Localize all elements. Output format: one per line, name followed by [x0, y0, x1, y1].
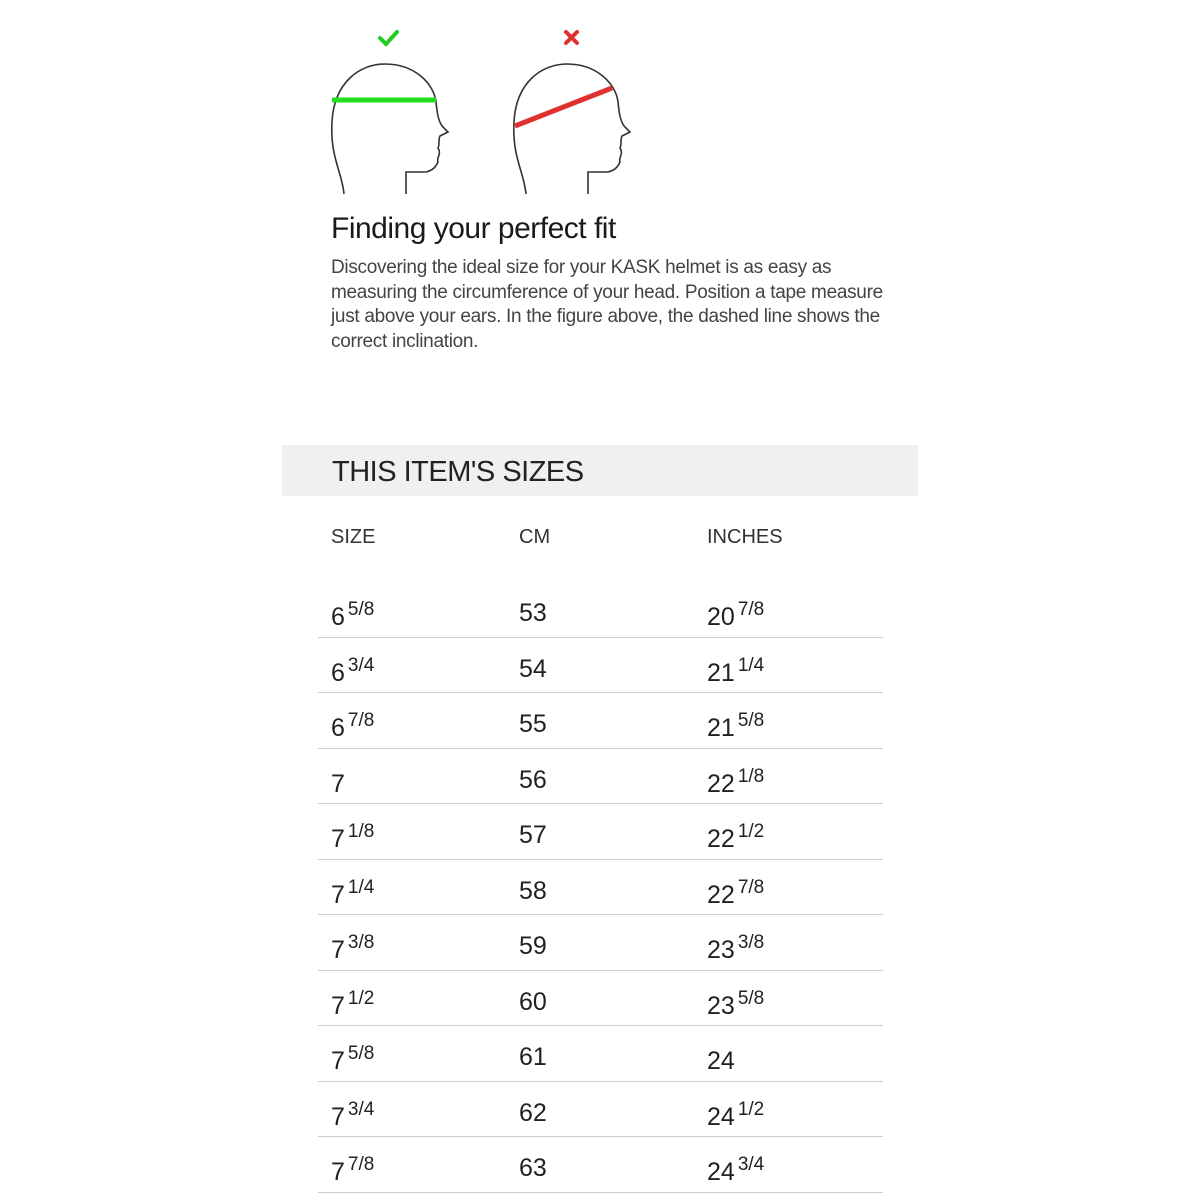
cm-cell: 58: [519, 876, 547, 905]
table-row: 7 1/8 57 22 1/2: [318, 803, 883, 860]
size-cell: 7: [331, 766, 348, 799]
size-cell: 7 5/8: [331, 1043, 374, 1076]
col-header-inches: INCHES: [707, 526, 783, 548]
cm-cell: 53: [519, 599, 547, 627]
head-measurement-illustration: [331, 30, 632, 195]
cm-cell: 59: [519, 932, 547, 960]
table-row: 7 56 22 1/8: [318, 748, 883, 804]
cm-cell: 62: [519, 1098, 547, 1127]
correct-head-figure: [331, 30, 450, 195]
inches-cell: 23 5/8: [707, 988, 764, 1021]
wrong-head-figure: [513, 30, 632, 195]
size-cell: 7 1/8: [331, 821, 374, 854]
size-cell: 7 3/4: [331, 1099, 374, 1132]
sizes-title: THIS ITEM'S SIZES: [332, 456, 584, 488]
col-header-size: SIZE: [331, 526, 376, 548]
cross-icon: [564, 30, 579, 45]
inches-whole: 23: [707, 936, 735, 964]
inches-whole: 22: [707, 769, 735, 798]
size-whole: 6: [331, 658, 345, 687]
wrong-measure-line: [514, 85, 613, 129]
size-fraction: 3/8: [347, 932, 375, 953]
table-row: 7 3/8 59 23 3/8: [318, 914, 883, 971]
size-cell: 6 3/4: [331, 655, 374, 688]
size-whole: 6: [331, 714, 345, 742]
size-cell: 6 5/8: [331, 599, 374, 632]
inches-fraction: 1/4: [737, 654, 765, 676]
size-fraction: 3/4: [347, 1098, 375, 1120]
size-cell: 7 1/4: [331, 877, 374, 910]
size-cell: 6 7/8: [331, 710, 374, 743]
cm-cell: 55: [519, 710, 547, 738]
checkmark-icon: [378, 30, 399, 47]
size-fraction: 7/8: [347, 1154, 375, 1175]
sizes-header-band: THIS ITEM'S SIZES: [282, 445, 918, 496]
fit-title: Finding your perfect fit: [331, 212, 616, 245]
inches-cell: 21 5/8: [707, 710, 764, 743]
inches-cell: 20 7/8: [707, 599, 764, 632]
table-row: 7 1/2 60 23 5/8: [318, 970, 883, 1026]
inches-fraction: 7/8: [737, 599, 765, 620]
inches-fraction: 5/8: [737, 987, 765, 1009]
inches-fraction: 1/2: [737, 821, 765, 842]
size-fraction: 1/8: [347, 821, 375, 842]
size-whole: 7: [331, 1102, 345, 1131]
inches-cell: 22 7/8: [707, 877, 764, 910]
inches-whole: 22: [707, 880, 735, 909]
size-whole: 7: [331, 1047, 345, 1075]
inches-cell: 23 3/8: [707, 932, 764, 965]
size-whole: 7: [331, 825, 345, 853]
inches-fraction: 1/2: [737, 1098, 765, 1120]
inches-fraction: 3/8: [737, 932, 765, 953]
inches-whole: 24: [707, 1158, 735, 1186]
inches-whole: 24: [707, 1102, 735, 1131]
cm-cell: 56: [519, 765, 547, 794]
inches-whole: 22: [707, 825, 735, 853]
size-fraction: 7/8: [347, 710, 375, 731]
inches-whole: 23: [707, 991, 735, 1020]
inches-fraction: 5/8: [737, 710, 765, 731]
size-fraction: 3/4: [347, 654, 375, 676]
cm-cell: 54: [519, 654, 547, 683]
size-fraction: 5/8: [347, 599, 375, 620]
table-row: 7 5/8 61 24: [318, 1025, 883, 1082]
cm-cell: 60: [519, 987, 547, 1016]
size-cell: 7 3/8: [331, 932, 374, 965]
inches-whole: 24: [707, 1047, 735, 1075]
size-whole: 7: [331, 769, 345, 798]
col-header-cm: CM: [519, 526, 551, 548]
inches-cell: 24 3/4: [707, 1154, 764, 1187]
size-cell: 7 7/8: [331, 1154, 374, 1187]
table-row: 7 1/4 58 22 7/8: [318, 859, 883, 915]
size-whole: 6: [331, 603, 345, 631]
size-fraction: 1/2: [347, 987, 375, 1009]
cm-cell: 57: [519, 821, 547, 849]
inches-fraction: 7/8: [737, 876, 765, 898]
inches-cell: 24 1/2: [707, 1099, 764, 1132]
table-row: 7 3/4 62 24 1/2: [318, 1081, 883, 1137]
fit-description: Discovering the ideal size for your KASK…: [331, 257, 883, 352]
table-row: 6 7/8 55 21 5/8: [318, 692, 883, 749]
cm-cell: 63: [519, 1154, 547, 1182]
size-whole: 7: [331, 991, 345, 1020]
size-fraction: 1/4: [347, 876, 375, 898]
inches-cell: 22 1/2: [707, 821, 764, 854]
table-row: 6 3/4 54 21 1/4: [318, 637, 883, 693]
inches-cell: 24: [707, 1043, 738, 1076]
size-whole: 7: [331, 880, 345, 909]
inches-whole: 20: [707, 603, 735, 631]
table-row: 6 5/8 53 20 7/8: [318, 581, 883, 638]
inches-fraction: 3/4: [737, 1154, 765, 1175]
inches-fraction: 1/8: [737, 765, 765, 787]
inches-cell: 22 1/8: [707, 766, 764, 799]
inches-cell: 21 1/4: [707, 655, 764, 688]
table-row: 7 7/8 63 24 3/4: [318, 1136, 883, 1193]
inches-whole: 21: [707, 714, 735, 742]
size-whole: 7: [331, 1158, 345, 1186]
size-cell: 7 1/2: [331, 988, 374, 1021]
inches-whole: 21: [707, 658, 735, 687]
cm-cell: 61: [519, 1043, 547, 1071]
size-whole: 7: [331, 936, 345, 964]
size-fraction: 5/8: [347, 1043, 375, 1064]
